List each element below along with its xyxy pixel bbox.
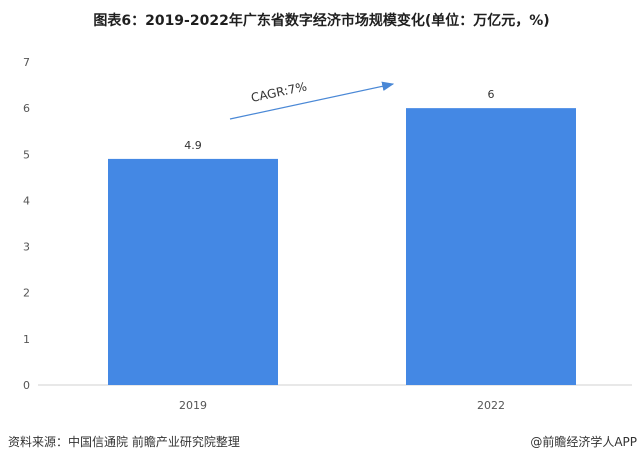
bar-2022 bbox=[406, 108, 576, 386]
x-axis: 2019 2022 bbox=[179, 399, 505, 412]
x-tick-label: 2022 bbox=[477, 399, 505, 412]
cagr-arrow bbox=[229, 81, 395, 120]
bars: 4.96 bbox=[108, 88, 576, 386]
y-tick-label: 4 bbox=[23, 194, 30, 207]
y-tick-label: 2 bbox=[23, 287, 30, 300]
x-tick-label: 2019 bbox=[179, 399, 207, 412]
y-axis: 0 1 2 3 4 5 6 7 bbox=[23, 56, 30, 392]
y-tick-label: 7 bbox=[23, 56, 30, 69]
y-tick-label: 1 bbox=[23, 333, 30, 346]
brand-credit: @前瞻经济学人APP bbox=[530, 435, 637, 449]
data-label: 4.9 bbox=[184, 139, 202, 152]
source-note: 资料来源：中国信通院 前瞻产业研究院整理 bbox=[8, 435, 240, 449]
y-tick-label: 5 bbox=[23, 148, 30, 161]
y-tick-label: 0 bbox=[23, 379, 30, 392]
bar-2019 bbox=[108, 158, 278, 385]
y-tick-label: 6 bbox=[23, 102, 30, 115]
y-tick-label: 3 bbox=[23, 241, 30, 254]
cagr-label: CAGR:7% bbox=[250, 79, 308, 104]
data-label: 6 bbox=[488, 88, 495, 101]
chart-title: 图表6：2019-2022年广东省数字经济市场规模变化(单位：万亿元，%) bbox=[93, 13, 550, 29]
